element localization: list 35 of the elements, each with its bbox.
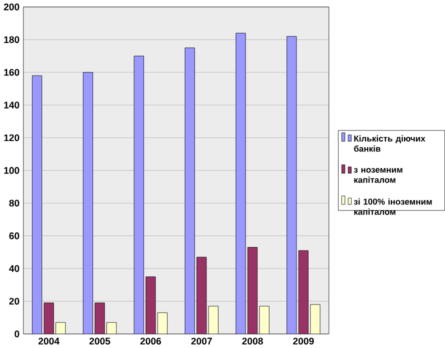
x-tick-label: 2008	[242, 338, 263, 344]
y-tick-label: 200	[4, 4, 20, 10]
bar	[94, 302, 105, 334]
bar	[134, 56, 144, 334]
y-tick-label: 140	[4, 102, 20, 108]
legend-label: Кількість діючих банків	[354, 135, 426, 152]
y-tick-label: 120	[4, 134, 20, 142]
y-tick-label: 180	[4, 36, 20, 44]
legend-label: з ноземним капіталом	[354, 168, 402, 183]
bar	[146, 276, 156, 334]
x-tick-label: 2009	[293, 338, 314, 344]
bar	[259, 306, 270, 334]
bar	[310, 304, 320, 334]
bar	[82, 72, 94, 334]
y-tick-label: 0	[14, 330, 20, 338]
bar	[286, 36, 297, 334]
bar	[298, 250, 308, 334]
x-tick-label: 2007	[191, 338, 212, 344]
y-tick-label: 80	[9, 200, 20, 207]
y-tick-label: 100	[4, 167, 20, 174]
x-tick-label: 2006	[140, 338, 162, 344]
bar	[196, 256, 207, 334]
y-tick-label: 160	[4, 68, 20, 76]
y-tick-label: 60	[9, 232, 20, 240]
bar	[247, 247, 258, 334]
legend-label: зі 100% іноземним капіталом	[354, 198, 432, 215]
bar	[32, 75, 42, 334]
y-tick-label: 20	[9, 298, 20, 305]
y-tick-label: 40	[9, 265, 20, 272]
bar	[184, 48, 195, 334]
x-tick-label: 2004	[38, 338, 60, 344]
bar	[208, 306, 218, 334]
bar	[157, 312, 168, 334]
bar	[44, 302, 54, 334]
x-tick-label: 2005	[89, 338, 110, 344]
